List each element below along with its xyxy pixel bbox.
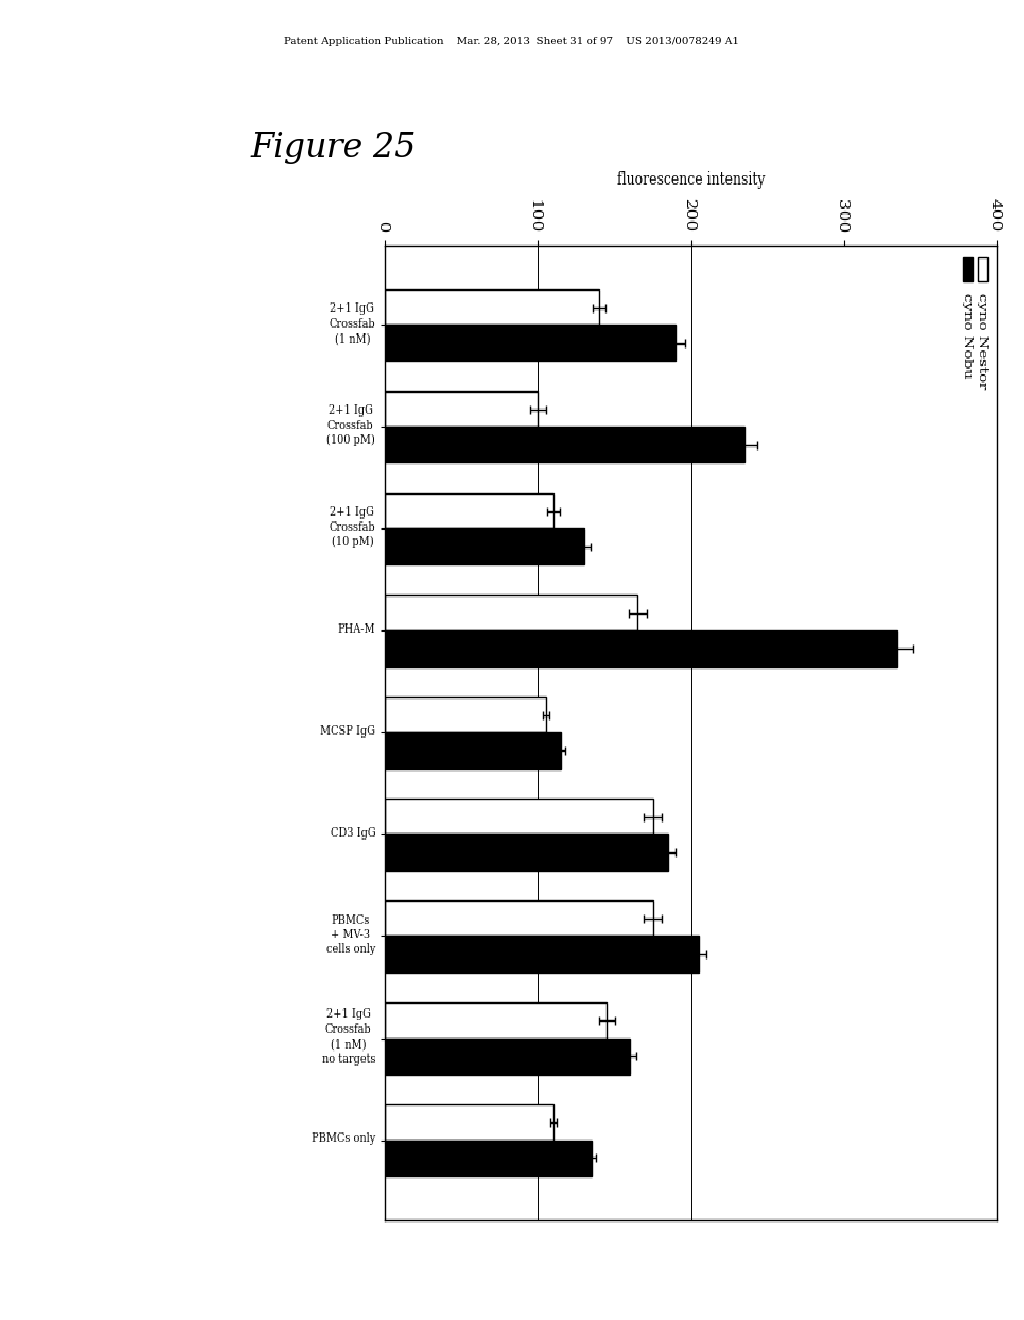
Text: Figure 25: Figure 25 <box>251 132 417 164</box>
Text: Patent Application Publication    Mar. 28, 2013  Sheet 31 of 97    US 2013/00782: Patent Application Publication Mar. 28, … <box>285 37 739 46</box>
